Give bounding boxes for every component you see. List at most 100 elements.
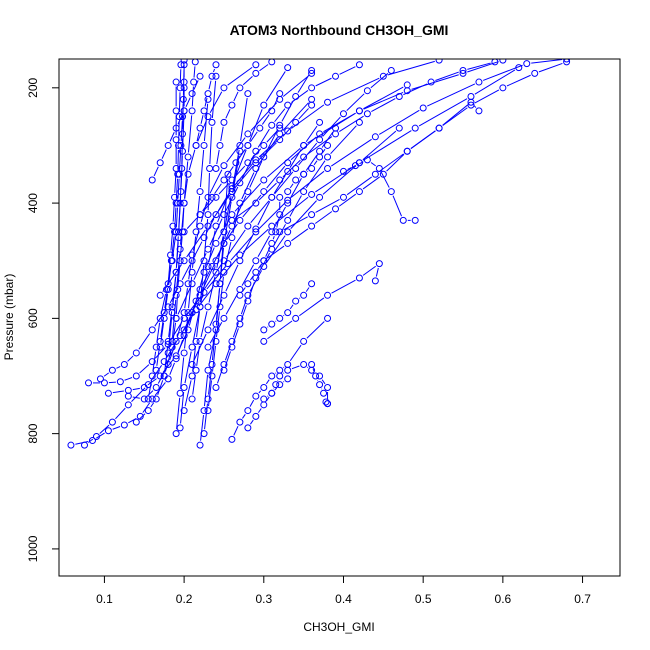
series-segment: [257, 408, 262, 413]
series-segment: [224, 201, 232, 240]
data-point: [272, 228, 280, 236]
series-segment: [289, 149, 302, 168]
series-segment: [403, 83, 428, 96]
series-segment: [180, 155, 183, 188]
data-point: [316, 153, 324, 161]
series-segment: [232, 322, 239, 338]
series-segment: [178, 196, 182, 228]
x-tick-label: 0.1: [96, 592, 113, 606]
series-profile: [339, 156, 419, 224]
x-tick-label: 0.3: [255, 592, 272, 606]
series-segment: [199, 265, 205, 303]
series-segment: [209, 218, 223, 246]
series-segment: [139, 413, 146, 420]
data-point: [188, 280, 196, 288]
data-point: [467, 101, 475, 109]
y-axis-label: Pressure (mbar): [2, 274, 16, 361]
data-point: [152, 366, 160, 374]
data-point: [208, 72, 216, 80]
series-segment: [112, 426, 121, 430]
data-point: [459, 67, 467, 75]
data-point: [316, 381, 324, 389]
data-point: [220, 268, 228, 276]
series-profile: [156, 101, 316, 299]
data-point: [148, 395, 156, 403]
data-point: [244, 141, 252, 149]
data-point: [144, 407, 152, 415]
series-segment: [250, 148, 262, 160]
series-segment: [188, 276, 193, 309]
data-point: [204, 407, 212, 415]
series-segment: [240, 299, 247, 315]
data-point: [351, 162, 359, 170]
data-point: [284, 127, 292, 135]
series-segment: [188, 259, 192, 280]
series-segment: [199, 149, 205, 188]
series-segment: [217, 230, 231, 257]
series-segment: [232, 328, 239, 344]
series-segment: [250, 275, 254, 281]
series-profile: [204, 124, 340, 351]
data-point: [216, 141, 224, 149]
series-segment: [175, 294, 178, 314]
series-segment: [175, 178, 178, 199]
data-point: [88, 437, 96, 445]
y-tick-label: 400: [26, 193, 40, 213]
data-point: [252, 412, 260, 420]
series-profile: [212, 124, 403, 392]
data-point: [179, 95, 187, 103]
series-segment: [261, 114, 270, 125]
series-segment: [211, 80, 217, 118]
data-point: [212, 257, 220, 265]
series-segment: [242, 414, 246, 419]
data-point: [228, 234, 236, 242]
data-point: [180, 349, 188, 357]
data-point: [260, 153, 268, 161]
x-tick-label: 0.5: [415, 592, 432, 606]
data-point: [435, 124, 443, 132]
series-segment: [265, 235, 286, 264]
data-point: [196, 441, 204, 449]
series-segment: [291, 104, 325, 129]
data-point: [292, 118, 300, 126]
data-point: [212, 384, 220, 392]
data-point: [300, 153, 308, 161]
data-point: [204, 222, 212, 230]
series-segment: [265, 129, 279, 154]
data-point: [316, 136, 324, 144]
series-profile: [168, 59, 199, 345]
data-point: [324, 165, 332, 173]
data-point: [192, 366, 200, 374]
series-segment: [250, 131, 258, 143]
series-segment: [266, 165, 286, 189]
data-point: [184, 309, 192, 317]
series-profile: [148, 72, 204, 184]
data-point: [172, 268, 180, 276]
series-segment: [250, 200, 270, 224]
series-segment: [265, 247, 271, 257]
series-segment: [181, 264, 191, 281]
series-segment: [178, 92, 181, 113]
series-segment: [208, 276, 216, 303]
data-point: [236, 179, 244, 187]
data-point: [475, 107, 483, 115]
series-segment: [370, 162, 376, 167]
y-tick-label: 800: [26, 423, 40, 443]
series-segment: [154, 310, 167, 327]
data-point: [260, 337, 268, 345]
series-segment: [273, 174, 286, 194]
x-tick-label: 0.6: [495, 592, 512, 606]
data-point: [308, 69, 316, 77]
data-point: [284, 228, 292, 236]
series-segment: [380, 172, 390, 188]
y-tick-label: 1000: [26, 535, 40, 562]
series-segment: [186, 229, 206, 258]
series-segment: [297, 74, 310, 93]
series-segment: [218, 183, 230, 195]
series-profile: [260, 280, 316, 334]
data-point: [276, 136, 284, 144]
series-segment: [192, 236, 197, 268]
series-profile: [180, 124, 284, 236]
series-profile: [172, 95, 212, 438]
data-point: [395, 124, 403, 132]
